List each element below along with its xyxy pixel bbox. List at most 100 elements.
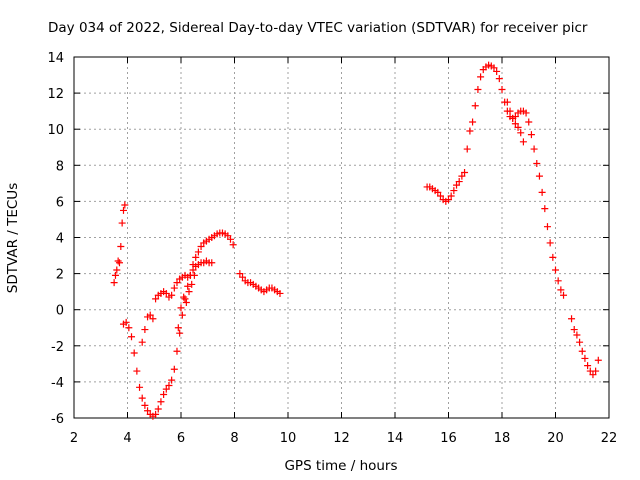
data-point (578, 347, 586, 355)
y-tick-label: 6 (56, 195, 64, 210)
data-point (141, 401, 149, 409)
data-point (194, 248, 202, 256)
x-tick-label: 6 (177, 431, 185, 446)
data-point (493, 67, 501, 75)
y-tick-label: 14 (47, 51, 64, 66)
data-point (589, 371, 597, 379)
data-point (543, 223, 551, 231)
data-point (118, 219, 126, 227)
data-point (162, 385, 170, 393)
data-point (125, 324, 133, 332)
x-tick-label: 14 (387, 431, 404, 446)
data-point (581, 354, 589, 362)
y-tick-label: 8 (56, 159, 64, 174)
data-point (517, 129, 525, 137)
data-point (177, 304, 185, 312)
grid-lines (74, 57, 609, 418)
data-point (546, 239, 554, 247)
series-seg5 (236, 270, 284, 297)
y-axis-label: SDTVAR / TECUs (5, 183, 21, 293)
series-seg6 (423, 169, 469, 205)
y-tick-label: -2 (51, 340, 64, 355)
data-point (152, 295, 160, 303)
data-point (128, 333, 136, 341)
data-point (208, 259, 216, 267)
data-point (461, 169, 469, 177)
data-point (436, 192, 444, 200)
data-point (170, 365, 178, 373)
data-point (149, 315, 157, 323)
data-point (276, 289, 284, 297)
x-tick-label: 18 (494, 431, 511, 446)
series-seg4 (174, 271, 198, 332)
y-tick-label: 10 (47, 123, 64, 138)
data-point (176, 329, 184, 337)
data-point (527, 131, 535, 139)
data-point (182, 298, 190, 306)
x-tick-label: 20 (547, 431, 564, 446)
data-point (168, 376, 176, 384)
series-seg3 (138, 257, 216, 346)
data-point (226, 235, 234, 243)
data-point (173, 279, 181, 287)
data-point (511, 120, 519, 128)
data-point (554, 277, 562, 285)
x-tick-label: 2 (70, 431, 78, 446)
series-seg2 (119, 229, 237, 420)
data-point (463, 145, 471, 153)
data-point (113, 266, 121, 274)
data-point (474, 85, 482, 93)
data-point (594, 356, 602, 364)
data-point (188, 280, 196, 288)
y-tick-label: -4 (51, 376, 64, 391)
data-point (136, 383, 144, 391)
data-point (533, 159, 541, 167)
data-point (160, 391, 168, 399)
data-point (174, 324, 182, 332)
data-point (190, 271, 198, 279)
data-point (498, 85, 506, 93)
data-point (185, 288, 193, 296)
data-point (184, 282, 192, 290)
data-point (157, 398, 165, 406)
data-point (152, 410, 160, 418)
series-seg7 (463, 61, 568, 299)
data-point (138, 338, 146, 346)
series-seg9 (568, 315, 602, 379)
y-tick-label: -6 (51, 412, 64, 427)
data-points (110, 61, 602, 420)
x-tick-label: 12 (333, 431, 350, 446)
data-point (592, 367, 600, 375)
series-seg1 (110, 201, 129, 287)
data-point (466, 127, 474, 135)
data-point (110, 279, 118, 287)
data-point (530, 145, 538, 153)
data-point (178, 311, 186, 319)
data-point (144, 407, 152, 415)
data-point (535, 172, 543, 180)
data-point (570, 326, 578, 334)
data-point (522, 109, 530, 117)
x-axis-ticks: 2 4 6 8 10 12 14 16 18 20 22 (70, 57, 617, 446)
data-point (477, 73, 485, 81)
data-point (541, 205, 549, 213)
data-point (170, 284, 178, 292)
data-point (130, 349, 138, 357)
data-point (447, 192, 455, 200)
data-point (538, 188, 546, 196)
data-point (458, 172, 466, 180)
x-tick-label: 8 (230, 431, 238, 446)
data-point (434, 188, 442, 196)
x-axis-label: GPS time / hours (284, 458, 397, 474)
data-point (162, 289, 170, 297)
data-point (552, 266, 559, 274)
data-point (453, 181, 461, 189)
data-point (138, 394, 146, 402)
data-point (525, 118, 533, 126)
x-tick-label: 16 (440, 431, 457, 446)
data-point (189, 266, 197, 274)
data-point (503, 98, 511, 106)
data-point (121, 201, 129, 209)
data-point (514, 123, 522, 131)
data-point (469, 118, 477, 126)
